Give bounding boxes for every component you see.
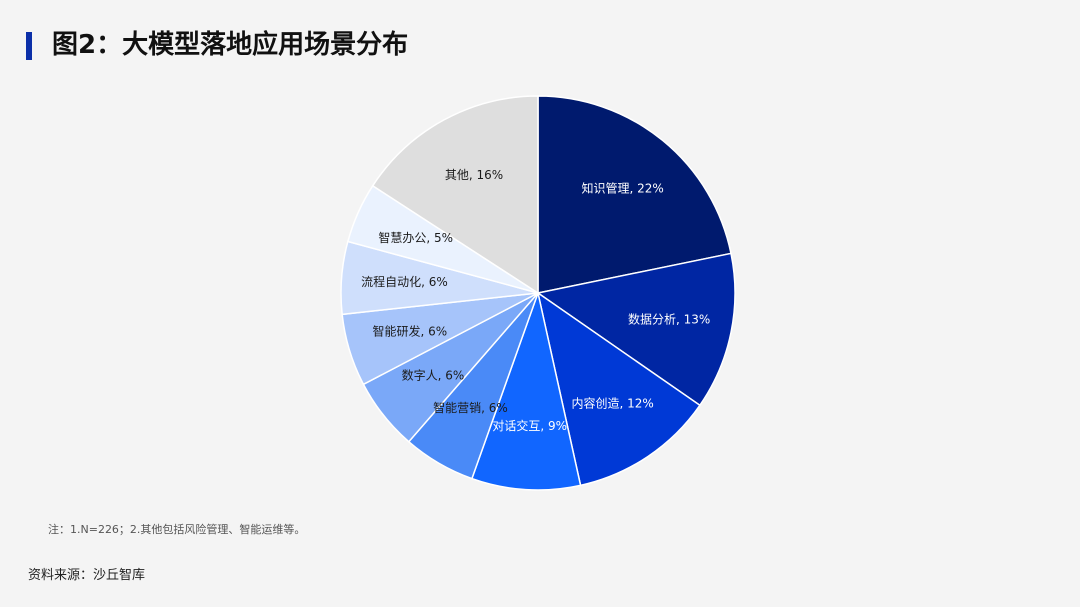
title-accent-bar — [26, 32, 32, 60]
pie-label-9: 其他, 16% — [445, 168, 503, 182]
data-source: 资料来源：沙丘智库 — [28, 568, 146, 583]
pie-label-6: 智能研发, 6% — [372, 324, 447, 339]
pie-label-8: 智慧办公, 5% — [378, 230, 453, 245]
pie-slices — [340, 95, 736, 491]
chart-note: 注：1.N=226；2.其他包括风险管理、智能运维等。 — [48, 523, 306, 536]
pie-slice-1 — [536, 252, 736, 407]
pie-slice-0 — [537, 95, 732, 294]
pie-label-7: 流程自动化, 6% — [361, 274, 448, 289]
chart-title: 图2：大模型落地应用场景分布 — [52, 30, 409, 60]
pie-label-0: 知识管理, 22% — [582, 181, 664, 196]
pie-slice-9 — [371, 95, 539, 295]
pie-label-1: 数据分析, 13% — [628, 311, 710, 326]
pie-label-4: 智能营销, 6% — [433, 400, 508, 415]
pie-labels: 知识管理, 22% 数据分析, 13% 内容创造, 12% 对话交互, 9% 智能营销,… — [361, 168, 710, 433]
pie-label-3: 对话交互, 9% — [492, 418, 567, 433]
pie-slice-2 — [536, 291, 701, 487]
pie-label-2: 内容创造, 12% — [571, 396, 653, 411]
pie-label-5: 数字人, 6% — [402, 368, 465, 383]
pie-slice-3 — [470, 290, 582, 491]
